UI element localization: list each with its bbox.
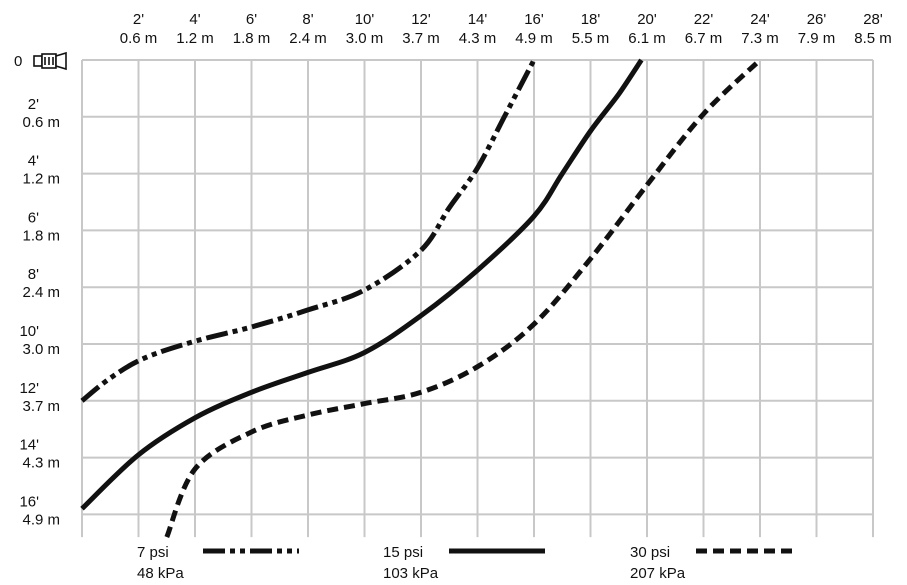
x-tick-label-ft: 8' [302,11,313,28]
y-tick-label-m: 3.7 m [22,398,60,415]
x-tick-label-m: 3.7 m [402,30,440,47]
y-tick-label-ft: 4' [28,153,39,170]
y-tick-label-m: 4.3 m [22,455,60,472]
y-tick-label-ft: 12' [19,380,39,397]
y-tick-label-ft: 16' [19,493,39,510]
legend-label: 7 psi [137,544,169,561]
x-tick-label-m: 2.4 m [289,30,327,47]
x-tick-label-ft: 10' [355,11,375,28]
y-tick-label-ft: 10' [19,323,39,340]
x-tick-label-ft: 6' [246,11,257,28]
origin-label: 0 [14,53,22,70]
y-tick-label-ft: 2' [28,96,39,113]
x-tick-label-m: 6.1 m [628,30,666,47]
legend: 7 psi 48 kPa 15 psi 103 kPa 30 psi 207 kPa [137,544,792,582]
legend-label-metric: 48 kPa [137,565,184,582]
x-tick-label-ft: 24' [750,11,770,28]
x-tick-label-ft: 4' [189,11,200,28]
grid [81,59,874,538]
x-tick-label-m: 6.7 m [685,30,723,47]
x-tick-label-m: 1.2 m [176,30,214,47]
x-tick-label-ft: 28' [863,11,883,28]
legend-label-metric: 103 kPa [383,565,439,582]
x-tick-label-m: 7.9 m [798,30,836,47]
x-tick-label-ft: 22' [694,11,714,28]
x-tick-label-m: 4.9 m [515,30,553,47]
series-line-3 [164,58,762,539]
x-tick-label-ft: 18' [581,11,601,28]
y-tick-label-m: 3.0 m [22,341,60,358]
y-axis-ticks: 2'0.6 m 4'1.2 m 6'1.8 m 8'2.4 m 10'3.0 m 12'3… [19,96,60,529]
x-tick-label-ft: 16' [524,11,544,28]
y-tick-label-ft: 6' [28,209,39,226]
sprayer-nozzle-icon [33,51,67,71]
series-layer [80,58,762,539]
x-tick-label-m: 5.5 m [572,30,610,47]
y-tick-label-ft: 8' [28,266,39,283]
x-tick-label-ft: 2' [133,11,144,28]
x-tick-label-ft: 20' [637,11,657,28]
x-tick-label-ft: 14' [468,11,488,28]
series-line-2 [80,58,644,511]
x-tick-label-m: 4.3 m [459,30,497,47]
x-tick-label-m: 3.0 m [346,30,384,47]
x-tick-label-ft: 12' [411,11,431,28]
y-tick-label-ft: 14' [19,437,39,454]
x-tick-label-ft: 26' [807,11,827,28]
legend-label-metric: 207 kPa [630,565,686,582]
x-tick-label-m: 1.8 m [233,30,271,47]
x-axis-ticks: 2' 0.6 m 4' 1.2 m 6' 1.8 m 8' 2.4 m 10' 3.0 m 12' 3… [120,11,892,47]
legend-label: 30 psi [630,544,670,561]
legend-label: 15 psi [383,544,423,561]
y-tick-label-m: 2.4 m [22,284,60,301]
y-tick-label-m: 0.6 m [22,114,60,131]
x-tick-label-m: 8.5 m [854,30,892,47]
series-line-1 [80,58,537,403]
y-tick-label-m: 1.8 m [22,227,60,244]
y-tick-label-m: 4.9 m [22,511,60,528]
x-tick-label-m: 7.3 m [741,30,779,47]
y-tick-label-m: 1.2 m [22,171,60,188]
x-tick-label-m: 0.6 m [120,30,158,47]
